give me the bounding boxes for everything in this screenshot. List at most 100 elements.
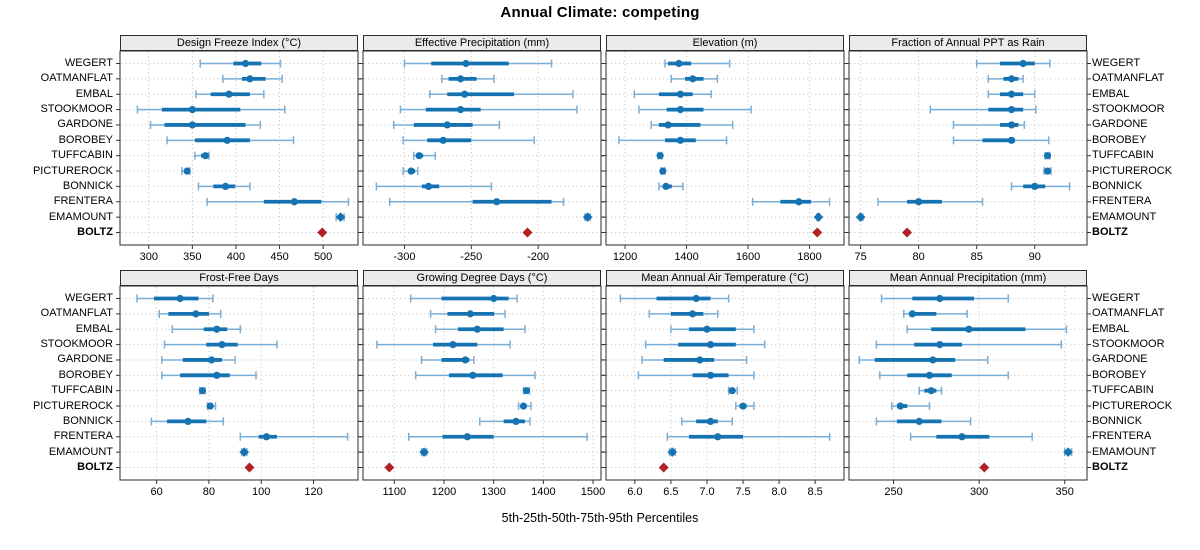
series-borobey xyxy=(879,371,1009,380)
median-dot xyxy=(241,59,250,68)
series-stookmoor xyxy=(376,340,511,349)
series-embal xyxy=(171,325,242,334)
median-dot xyxy=(706,371,715,379)
median-dot xyxy=(213,371,221,379)
series-embal xyxy=(987,90,1036,99)
site-label-left-emamount: EMAMOUNT xyxy=(48,210,113,223)
x-tick-label: 350 xyxy=(183,251,201,263)
site-label-right-stookmoor: STOOKMOOR xyxy=(1092,338,1165,351)
series-boltz xyxy=(244,462,255,473)
x-tick-label: -200 xyxy=(527,251,549,263)
series-tuffcabin xyxy=(1043,151,1052,160)
panel-strip-design-freeze-index-c-: Design Freeze Index (°C) xyxy=(120,35,358,51)
x-tick-label: 300 xyxy=(140,251,158,263)
series-stookmoor xyxy=(929,105,1037,114)
series-frentera xyxy=(909,432,1033,441)
median-dot xyxy=(676,90,685,98)
site-label-right-oatmanflat: OATMANFLAT xyxy=(1092,307,1165,320)
x-tick-label: 1800 xyxy=(797,251,821,263)
median-dot xyxy=(449,340,457,349)
series-frentera xyxy=(206,197,350,206)
median-dot xyxy=(703,325,711,333)
median-dot xyxy=(915,198,923,206)
x-tick-label: 80 xyxy=(203,486,215,498)
site-label-right-boltz: BOLTZ xyxy=(1092,461,1128,473)
series-wegert xyxy=(136,294,214,303)
x-tick-label: 8.5 xyxy=(808,486,823,498)
site-label-right-bonnick: BONNICK xyxy=(1092,179,1143,192)
x-tick-label: 120 xyxy=(304,486,322,498)
median-dot xyxy=(201,152,210,160)
median-dot xyxy=(929,356,937,364)
median-dot xyxy=(184,417,192,426)
x-tick-label: 6.5 xyxy=(663,486,678,498)
series-borobey xyxy=(414,371,536,380)
site-label-left-embal: EMBAL xyxy=(75,322,113,335)
median-dot xyxy=(692,294,700,303)
median-dot xyxy=(662,182,670,191)
x-tick-label: 400 xyxy=(227,251,245,263)
series-emamount xyxy=(419,447,429,457)
series-wegert xyxy=(403,59,553,68)
panel-border xyxy=(119,50,359,246)
series-boltz xyxy=(812,227,823,238)
series-picturerock xyxy=(735,402,755,411)
panel-effective-precipitation-mm-: -300 -250 -200 xyxy=(359,50,605,263)
panel-border xyxy=(362,285,602,481)
series-oatmanflat xyxy=(441,74,495,83)
series-wegert xyxy=(975,59,1051,68)
site-label-right-boltz: BOLTZ xyxy=(1092,226,1128,238)
site-label-right-tuffcabin: TUFFCABIN xyxy=(1092,384,1154,397)
series-emamount xyxy=(813,212,824,222)
median-dot xyxy=(466,310,474,318)
median-dot xyxy=(461,90,469,98)
median-dot xyxy=(1007,75,1016,83)
panel-border xyxy=(605,285,845,481)
median-dot xyxy=(225,90,233,98)
median-dot xyxy=(443,121,451,129)
series-bonnick xyxy=(375,182,493,191)
series-tuffcabin xyxy=(198,386,206,395)
site-label-left-boltz: BOLTZ xyxy=(77,226,113,238)
series-frentera xyxy=(877,197,984,206)
panel-border xyxy=(605,50,845,246)
series-borobey xyxy=(618,136,728,145)
x-tick-label: -300 xyxy=(393,251,415,263)
series-frentera xyxy=(388,197,565,206)
x-tick-label: -250 xyxy=(460,251,482,263)
series-emamount xyxy=(335,212,346,222)
median-dot xyxy=(936,340,944,349)
median-dot xyxy=(407,167,415,175)
x-tick-label: 75 xyxy=(854,251,866,263)
series-frentera xyxy=(666,432,831,441)
series-gardone xyxy=(952,120,1026,129)
median-dot xyxy=(192,310,200,318)
median-dot xyxy=(457,105,465,114)
median-dot xyxy=(221,182,230,191)
x-tick-label: 80 xyxy=(913,251,925,263)
panel-strip-frost-free-days: Frost-Free Days xyxy=(120,270,358,286)
median-dot xyxy=(1019,59,1027,68)
series-wegert xyxy=(619,294,730,303)
median-dot xyxy=(676,105,685,114)
panel-strip-mean-annual-air-temperature-c-: Mean Annual Air Temperature (°C) xyxy=(606,270,844,286)
median-dot xyxy=(728,387,736,395)
panel-growing-degree-days-c-: 1100 1200 1300 1400 1500 xyxy=(359,285,605,498)
series-stookmoor xyxy=(644,340,766,349)
median-dot xyxy=(490,294,498,303)
median-dot xyxy=(659,167,667,175)
series-bonnick xyxy=(197,182,251,191)
series-gardone xyxy=(149,120,262,129)
series-emamount xyxy=(582,212,593,222)
site-label-left-stookmoor: STOOKMOOR xyxy=(40,338,113,351)
series-bonnick xyxy=(875,417,972,426)
panel-border xyxy=(848,50,1088,246)
series-picturerock xyxy=(1043,167,1052,176)
series-embal xyxy=(670,325,755,334)
median-dot xyxy=(522,387,531,395)
median-diamond xyxy=(239,447,250,457)
median-dot xyxy=(1007,136,1016,144)
series-tuffcabin xyxy=(918,386,943,395)
site-label-left-wegert: WEGERT xyxy=(64,292,113,304)
